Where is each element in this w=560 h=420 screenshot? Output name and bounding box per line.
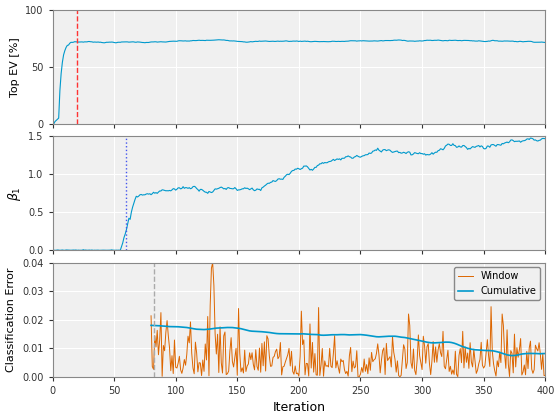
Cumulative <box>360 332 366 337</box>
Window <box>408 360 414 365</box>
Window <box>405 312 412 317</box>
Window <box>542 373 549 378</box>
Cumulative <box>542 351 549 356</box>
Legend: Window, Cumulative: Window, Cumulative <box>454 268 540 300</box>
Line: Window: Window <box>151 262 545 377</box>
Window <box>211 283 217 288</box>
Y-axis label: Top EV [%]: Top EV [%] <box>10 37 20 97</box>
Cumulative <box>211 326 217 331</box>
X-axis label: Iteration: Iteration <box>272 402 325 415</box>
Window <box>360 370 366 375</box>
Window <box>245 362 252 367</box>
Cumulative <box>405 336 412 341</box>
Cumulative <box>408 336 414 341</box>
Line: Cumulative: Cumulative <box>151 326 545 356</box>
Y-axis label: Classification Error: Classification Error <box>6 268 16 372</box>
Y-axis label: $\beta_1$: $\beta_1$ <box>6 186 22 201</box>
Cumulative <box>245 328 252 333</box>
